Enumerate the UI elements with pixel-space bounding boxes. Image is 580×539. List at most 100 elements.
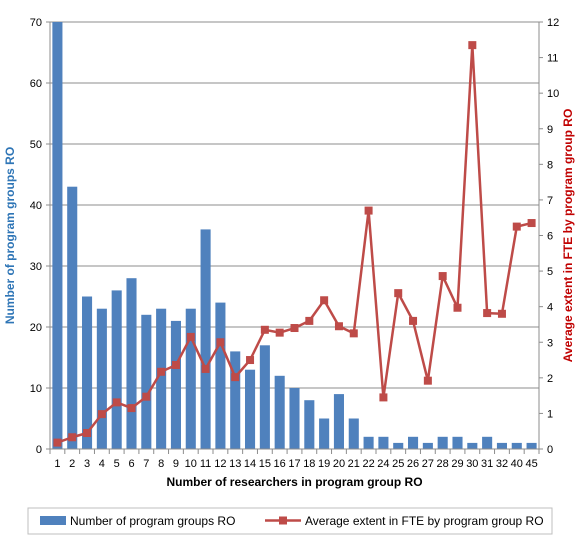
- bar-31: [482, 436, 493, 449]
- y-tick-label: 40: [30, 200, 42, 212]
- bar-27: [422, 442, 433, 449]
- y2-tick-label: 7: [547, 195, 553, 207]
- x-tick-label: 25: [392, 458, 404, 470]
- fte-marker-21: [349, 329, 358, 338]
- bar-19: [319, 418, 330, 449]
- legend-bar-swatch: [40, 516, 66, 525]
- x-tick-label: 21: [348, 458, 360, 470]
- legend-line-marker: [279, 516, 287, 525]
- x-tick-label: 31: [481, 458, 493, 470]
- bar-45: [526, 442, 537, 449]
- y2-tick-label: 0: [547, 444, 553, 456]
- y2-tick-label: 8: [547, 159, 553, 171]
- fte-marker-2: [68, 433, 77, 442]
- y2-tick-label: 3: [547, 337, 553, 349]
- x-tick-label: 14: [244, 458, 256, 470]
- fte-marker-25: [394, 289, 403, 298]
- x-tick-label: 12: [214, 458, 226, 470]
- bar-32: [496, 442, 507, 449]
- x-tick-label: 5: [114, 458, 120, 470]
- y2-axis-label: Average extent in FTE by program group R…: [561, 109, 575, 363]
- bar-28: [437, 436, 448, 449]
- y2-tick-label: 6: [547, 231, 553, 243]
- x-tick-label: 8: [158, 458, 164, 470]
- fte-marker-6: [127, 404, 136, 413]
- y-tick-label: 10: [30, 383, 42, 395]
- y2-tick-label: 10: [547, 88, 559, 100]
- line-series: [53, 41, 536, 447]
- fte-marker-30: [468, 41, 477, 50]
- axes: [46, 21, 543, 454]
- x-axis-label: Number of researchers in program group R…: [166, 475, 422, 489]
- bar-29: [452, 436, 463, 449]
- legend-box: [27, 507, 553, 535]
- legend: Number of program groups RO Average exte…: [27, 507, 553, 535]
- bar-25: [393, 442, 404, 449]
- x-tick-label: 27: [422, 458, 434, 470]
- fte-marker-11: [201, 364, 210, 373]
- bar-18: [304, 400, 315, 449]
- x-tick-label: 29: [451, 458, 463, 470]
- x-tick-label: 16: [274, 458, 286, 470]
- bar-26: [408, 436, 419, 449]
- bar-9: [170, 320, 181, 449]
- x-tick-label: 40: [511, 458, 523, 470]
- fte-marker-28: [438, 272, 447, 281]
- fte-marker-9: [171, 361, 180, 370]
- fte-marker-14: [246, 356, 255, 365]
- fte-marker-27: [423, 376, 432, 385]
- fte-marker-32: [497, 309, 506, 318]
- bar-12: [215, 302, 226, 449]
- bar-24: [378, 436, 389, 449]
- bar-21: [348, 418, 359, 449]
- bar-13: [230, 351, 241, 449]
- bar-17: [289, 388, 300, 449]
- fte-marker-22: [364, 206, 373, 215]
- fte-marker-13: [231, 373, 240, 382]
- fte-marker-15: [260, 325, 269, 334]
- bar-11: [200, 229, 211, 449]
- bar-5: [111, 290, 122, 449]
- bar-15: [259, 345, 270, 449]
- y-tick-label: 20: [30, 322, 42, 334]
- x-tick-label: 3: [84, 458, 90, 470]
- x-tick-label: 32: [496, 458, 508, 470]
- x-tick-label: 2: [69, 458, 75, 470]
- fte-marker-8: [157, 367, 166, 376]
- y2-tick-label: 5: [547, 266, 553, 278]
- x-tick-label: 4: [99, 458, 105, 470]
- fte-marker-3: [83, 428, 92, 437]
- fte-marker-10: [186, 332, 195, 341]
- fte-marker-19: [320, 296, 329, 305]
- x-tick-label: 10: [185, 458, 197, 470]
- x-tick-label: 28: [437, 458, 449, 470]
- bar-8: [156, 308, 167, 449]
- bar-1: [52, 22, 63, 449]
- fte-marker-24: [379, 393, 388, 402]
- bar-30: [467, 442, 478, 449]
- bar-4: [96, 308, 107, 449]
- fte-marker-26: [409, 316, 418, 325]
- bar-10: [185, 308, 196, 449]
- x-tick-label: 19: [318, 458, 330, 470]
- x-tick-label: 30: [466, 458, 478, 470]
- x-tick-label: 15: [259, 458, 271, 470]
- bar-20: [333, 394, 344, 449]
- x-tick-label: 7: [143, 458, 149, 470]
- bar-2: [67, 186, 78, 449]
- bar-14: [245, 369, 256, 449]
- y-axis-label: Number of program groups RO: [3, 147, 17, 324]
- y-tick-label: 60: [30, 78, 42, 90]
- bar-7: [141, 314, 152, 449]
- bar-22: [363, 436, 374, 449]
- x-tick-label: 26: [407, 458, 419, 470]
- bar-6: [126, 278, 137, 449]
- x-tick-label: 20: [333, 458, 345, 470]
- y-tick-label: 70: [30, 17, 42, 29]
- y2-tick-label: 12: [547, 17, 559, 29]
- x-tick-label: 6: [128, 458, 134, 470]
- legend-bar-label: Number of program groups RO: [70, 514, 235, 528]
- fte-marker-16: [275, 328, 284, 337]
